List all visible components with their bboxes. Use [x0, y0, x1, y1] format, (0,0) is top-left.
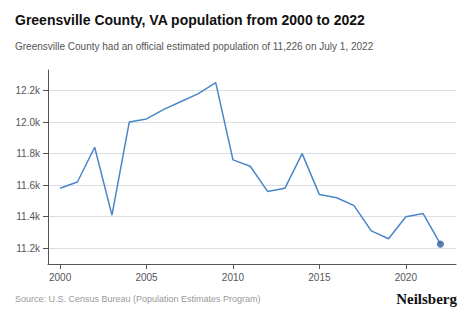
svg-text:2020: 2020 [395, 272, 418, 283]
svg-text:11.6k: 11.6k [16, 180, 41, 191]
svg-text:Neilsberg: Neilsberg [396, 291, 457, 307]
svg-text:11.4k: 11.4k [16, 211, 41, 222]
svg-text:2015: 2015 [308, 272, 331, 283]
svg-text:2005: 2005 [135, 272, 158, 283]
svg-text:2010: 2010 [222, 272, 245, 283]
svg-text:11.2k: 11.2k [16, 243, 41, 254]
svg-text:12.0k: 12.0k [16, 117, 41, 128]
svg-text:12.2k: 12.2k [16, 85, 41, 96]
svg-text:Source: U.S. Census Bureau (Po: Source: U.S. Census Bureau (Population E… [15, 294, 261, 304]
svg-text:11.8k: 11.8k [16, 148, 41, 159]
svg-text:Greensville County had an offi: Greensville County had an official estim… [15, 41, 374, 52]
svg-text:2000: 2000 [49, 272, 72, 283]
svg-text:Greensville County, VA populat: Greensville County, VA population from 2… [15, 12, 365, 28]
